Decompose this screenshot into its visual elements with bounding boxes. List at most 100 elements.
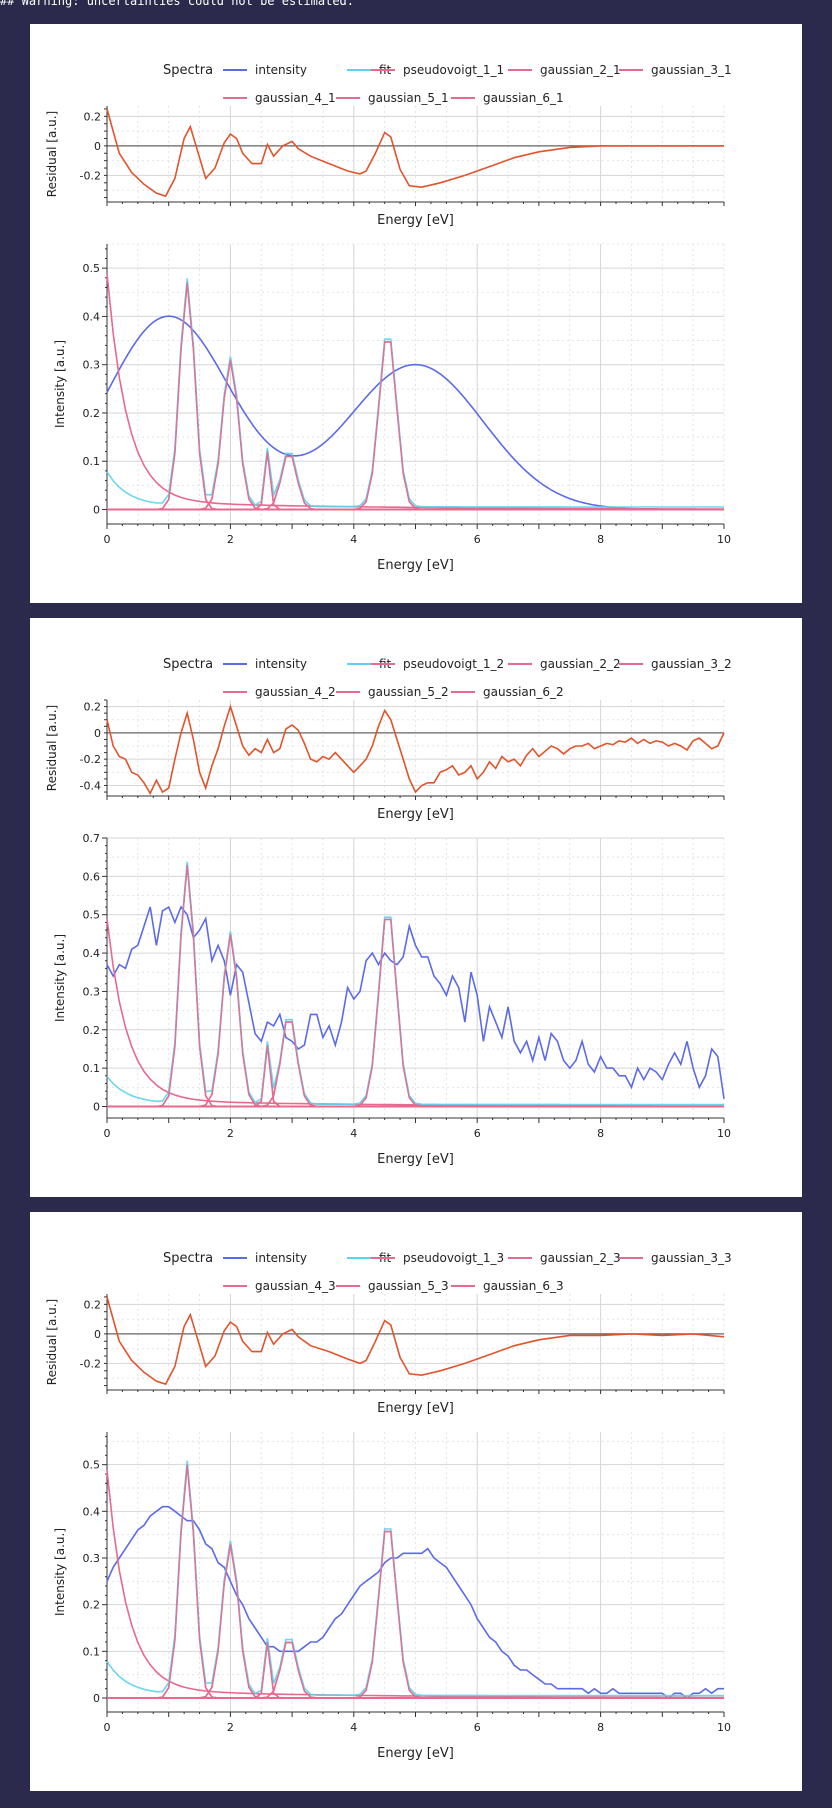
legend-item: gaussian_4_1 (223, 91, 336, 105)
residual-line (106, 1296, 725, 1386)
legend-item: gaussian_6_2 (451, 685, 564, 699)
legend-label: gaussian_4_2 (255, 685, 336, 699)
residual-subplot: 0.2 0 -0.2 -0.4 Energy [eV] Residual [a.u.] (45, 699, 725, 822)
x-axis-label: Energy [eV] (377, 558, 454, 573)
legend-item: pseudovoigt_1_1 (371, 63, 504, 77)
gaussian-overlay-2 (107, 864, 724, 1108)
gaussian-overlay-6 (107, 341, 724, 511)
y-tick-label: 0.2 (84, 701, 102, 714)
y-tick-label: 0.5 (83, 1459, 101, 1472)
y-tick-label: 0.5 (83, 909, 101, 922)
gaussian-overlay-6 (107, 1530, 724, 1699)
y-tick-label: 0 (93, 504, 100, 517)
figure-svg-3: Spectra intensity fit pseudovoigt_1_3 gaussi… (45, 1251, 732, 1761)
x-tick-label: 0 (104, 1721, 111, 1734)
y-tick-label: 0 (93, 1692, 100, 1705)
y-axis-label: Residual [a.u.] (45, 111, 59, 197)
legend-item: intensity (223, 1251, 307, 1265)
legend-title: Spectra (163, 1251, 213, 1266)
y-tick-label: 0.5 (83, 262, 101, 275)
y-tick-label: 0.4 (83, 1505, 101, 1518)
y-tick-label: -0.2 (80, 753, 101, 766)
legend-label: gaussian_6_3 (483, 1279, 564, 1293)
x-tick-label: 10 (717, 533, 731, 546)
y-axis-label: Intensity [a.u.] (53, 1528, 67, 1616)
x-tick-label: 10 (717, 1127, 731, 1140)
y-tick-label: 0.2 (84, 110, 102, 123)
y-tick-label: 0.1 (83, 1062, 101, 1075)
y-tick-label: 0.6 (83, 870, 101, 883)
y-tick-label: 0.2 (83, 407, 101, 420)
x-tick-label: 8 (597, 1127, 604, 1140)
legend: Spectra intensity fit pseudovoigt_1_1 gaussi… (163, 63, 732, 105)
spectra-figure-2: Spectra intensity fit pseudovoigt_1_2 gaussi… (30, 618, 802, 1197)
residual-line (106, 108, 724, 198)
figure-svg-2: Spectra intensity fit pseudovoigt_1_2 gaussi… (45, 657, 732, 1167)
y-tick-label: 0.1 (83, 455, 101, 468)
y-tick-label: 0.4 (83, 310, 101, 323)
legend-item: gaussian_3_1 (619, 63, 732, 77)
main-subplot: 0 2 4 6 8 10 0 0.1 0.2 0.3 0.4 0.5 Energy [eV] Intens… (53, 1432, 731, 1761)
y-tick-label: 0 (93, 1100, 100, 1113)
legend-label: gaussian_5_2 (368, 685, 449, 699)
y-tick-label: 0.3 (83, 1552, 101, 1565)
x-axis-label: Energy [eV] (377, 807, 454, 822)
spectra-figure-1: Spectra intensity fit pseudovoigt_1_1 gaussi… (30, 24, 802, 603)
legend-item: intensity (223, 63, 307, 77)
y-tick-label: 0.3 (83, 985, 101, 998)
spectra-figure-3: Spectra intensity fit pseudovoigt_1_3 gaussi… (30, 1212, 802, 1791)
legend-item: gaussian_6_1 (451, 91, 564, 105)
x-tick-label: 4 (350, 1127, 357, 1140)
y-axis-label: Intensity [a.u.] (53, 340, 67, 428)
x-axis-label: Energy [eV] (377, 1152, 454, 1167)
legend-label: intensity (255, 1251, 307, 1265)
legend-item: gaussian_6_3 (451, 1279, 564, 1293)
x-axis-label: Energy [eV] (377, 1401, 454, 1416)
y-axis-label: Intensity [a.u.] (53, 934, 67, 1022)
legend-item: gaussian_5_2 (336, 685, 449, 699)
intensity-line (106, 905, 725, 1099)
legend-label: intensity (255, 63, 307, 77)
y-tick-label: 0.4 (83, 947, 101, 960)
legend-item: intensity (223, 657, 307, 671)
legend-item: gaussian_3_3 (619, 1251, 732, 1265)
x-tick-label: 0 (104, 533, 111, 546)
legend-label: gaussian_4_1 (255, 91, 336, 105)
intensity-line (106, 1505, 724, 1700)
legend-item: pseudovoigt_1_2 (371, 657, 504, 671)
y-tick-label: -0.4 (80, 779, 101, 792)
residual-line (106, 703, 725, 796)
fit-line (106, 861, 724, 1106)
y-axis-label: Residual [a.u.] (45, 1299, 59, 1385)
gaussian-overlay-6 (107, 918, 724, 1108)
y-tick-label: 0.7 (83, 832, 101, 845)
y-axis-label: Residual [a.u.] (45, 705, 59, 791)
x-tick-label: 2 (227, 1721, 234, 1734)
x-tick-label: 4 (350, 1721, 357, 1734)
legend-item: gaussian_5_3 (336, 1279, 449, 1293)
x-tick-label: 4 (350, 533, 357, 546)
y-tick-label: 0.1 (83, 1645, 101, 1658)
x-tick-label: 6 (474, 1721, 481, 1734)
legend-item: gaussian_3_2 (619, 657, 732, 671)
legend-item: gaussian_2_2 (508, 657, 621, 671)
x-tick-label: 8 (597, 533, 604, 546)
x-tick-label: 8 (597, 1721, 604, 1734)
legend-label: gaussian_5_1 (368, 91, 449, 105)
y-tick-label: 0 (94, 140, 101, 153)
y-tick-label: 0.3 (83, 359, 101, 372)
x-tick-label: 2 (227, 533, 234, 546)
fit-line (106, 278, 724, 508)
legend-item: gaussian_4_3 (223, 1279, 336, 1293)
legend-label: gaussian_4_3 (255, 1279, 336, 1293)
x-axis-label: Energy [eV] (377, 1746, 454, 1761)
y-tick-label: -0.2 (80, 169, 101, 182)
legend-label: pseudovoigt_1_2 (403, 657, 504, 671)
legend-label: gaussian_2_1 (540, 63, 621, 77)
x-tick-label: 6 (474, 533, 481, 546)
y-tick-label: 0 (94, 1328, 101, 1341)
y-tick-label: 0.2 (84, 1298, 102, 1311)
legend-item: gaussian_2_1 (508, 63, 621, 77)
legend-label: gaussian_2_2 (540, 657, 621, 671)
main-subplot: 0 2 4 6 8 10 0 0.1 0.2 0.3 0.4 0.5 0.6 0.7 Energy [eV]… (53, 832, 731, 1167)
